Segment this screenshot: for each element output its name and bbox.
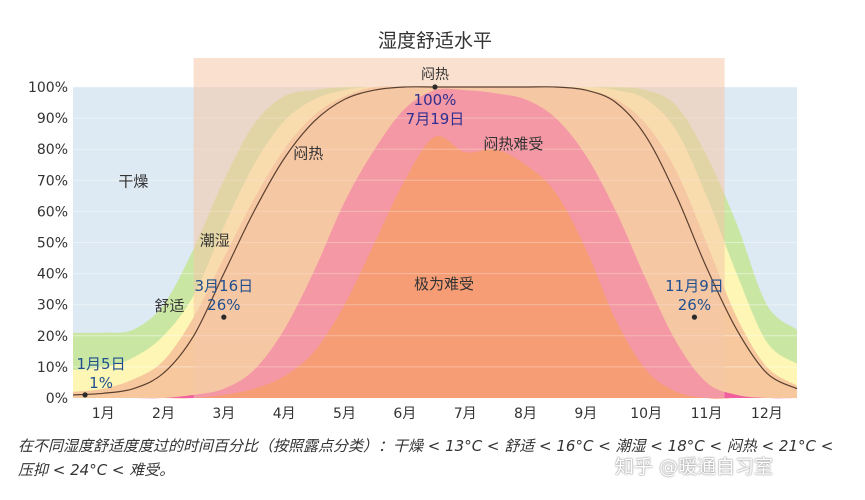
x-tick-label: 7月 [454, 406, 477, 422]
annotation-label: 11月9日 [665, 277, 724, 295]
region-label: 舒适 [155, 297, 185, 315]
annotation-point [221, 314, 227, 320]
annotation-label: 1月5日 [77, 355, 126, 373]
top-band-label: 闷热 [421, 67, 449, 83]
region-label: 闷热 [293, 145, 323, 163]
x-tick-label: 11月 [691, 406, 723, 422]
x-tick-label: 1月 [92, 406, 115, 422]
y-tick-label: 70% [37, 173, 68, 189]
annotation-label: 100% [414, 91, 457, 109]
y-tick-label: 20% [37, 329, 68, 345]
x-tick-label: 4月 [273, 406, 296, 422]
y-tick-label: 90% [37, 111, 68, 127]
annotation-label: 26% [207, 296, 240, 314]
x-tick-label: 5月 [333, 406, 356, 422]
y-axis: 0% 10% 20% 30% 40% 50% 60% 70% 80% 90% 100% [28, 80, 68, 407]
annotation-label: 1% [89, 374, 113, 392]
x-tick-label: 12月 [751, 406, 783, 422]
chart-caption: 在不同湿度舒适度度过的时间百分比（按照露点分类）：干燥 < 13°C < 舒适 … [18, 437, 834, 479]
x-axis: 1月 2月 3月 4月 5月 6月 7月 8月 9月 10月 11月 12月 [92, 406, 783, 422]
y-tick-label: 80% [37, 142, 68, 158]
top-band [193, 58, 725, 398]
chart-title: 湿度舒适水平 [378, 30, 492, 52]
region-label: 极为难受 [414, 275, 474, 293]
x-tick-label: 9月 [574, 406, 597, 422]
region-label: 干燥 [118, 173, 148, 191]
x-tick-label: 2月 [152, 406, 175, 422]
region-label: 闷热难受 [483, 135, 543, 153]
y-tick-label: 60% [37, 204, 68, 220]
annotation-label: 7月19日 [406, 110, 465, 128]
humidity-comfort-chart: 闷热 0% 10% 20% 30% 40% 50% 60% 70% 80% 90% 100% 1月 2… [28, 30, 798, 422]
annotation-point [82, 392, 88, 398]
x-tick-label: 8月 [514, 406, 537, 422]
watermark: 知乎 @暖通自习室 [615, 456, 774, 478]
annotation-label: 3月16日 [195, 277, 254, 295]
y-tick-label: 30% [37, 298, 68, 314]
annotation-point [432, 84, 438, 90]
x-tick-label: 3月 [212, 406, 235, 422]
y-tick-label: 50% [37, 236, 68, 252]
annotation-point [691, 314, 698, 320]
x-tick-label: 10月 [630, 406, 662, 422]
y-tick-label: 40% [37, 267, 68, 283]
y-tick-label: 0% [46, 391, 68, 407]
y-tick-label: 10% [37, 360, 68, 376]
annotation-label: 26% [678, 296, 711, 314]
region-label: 潮湿 [200, 232, 230, 250]
x-tick-label: 6月 [393, 406, 416, 422]
y-tick-label: 100% [28, 80, 68, 96]
